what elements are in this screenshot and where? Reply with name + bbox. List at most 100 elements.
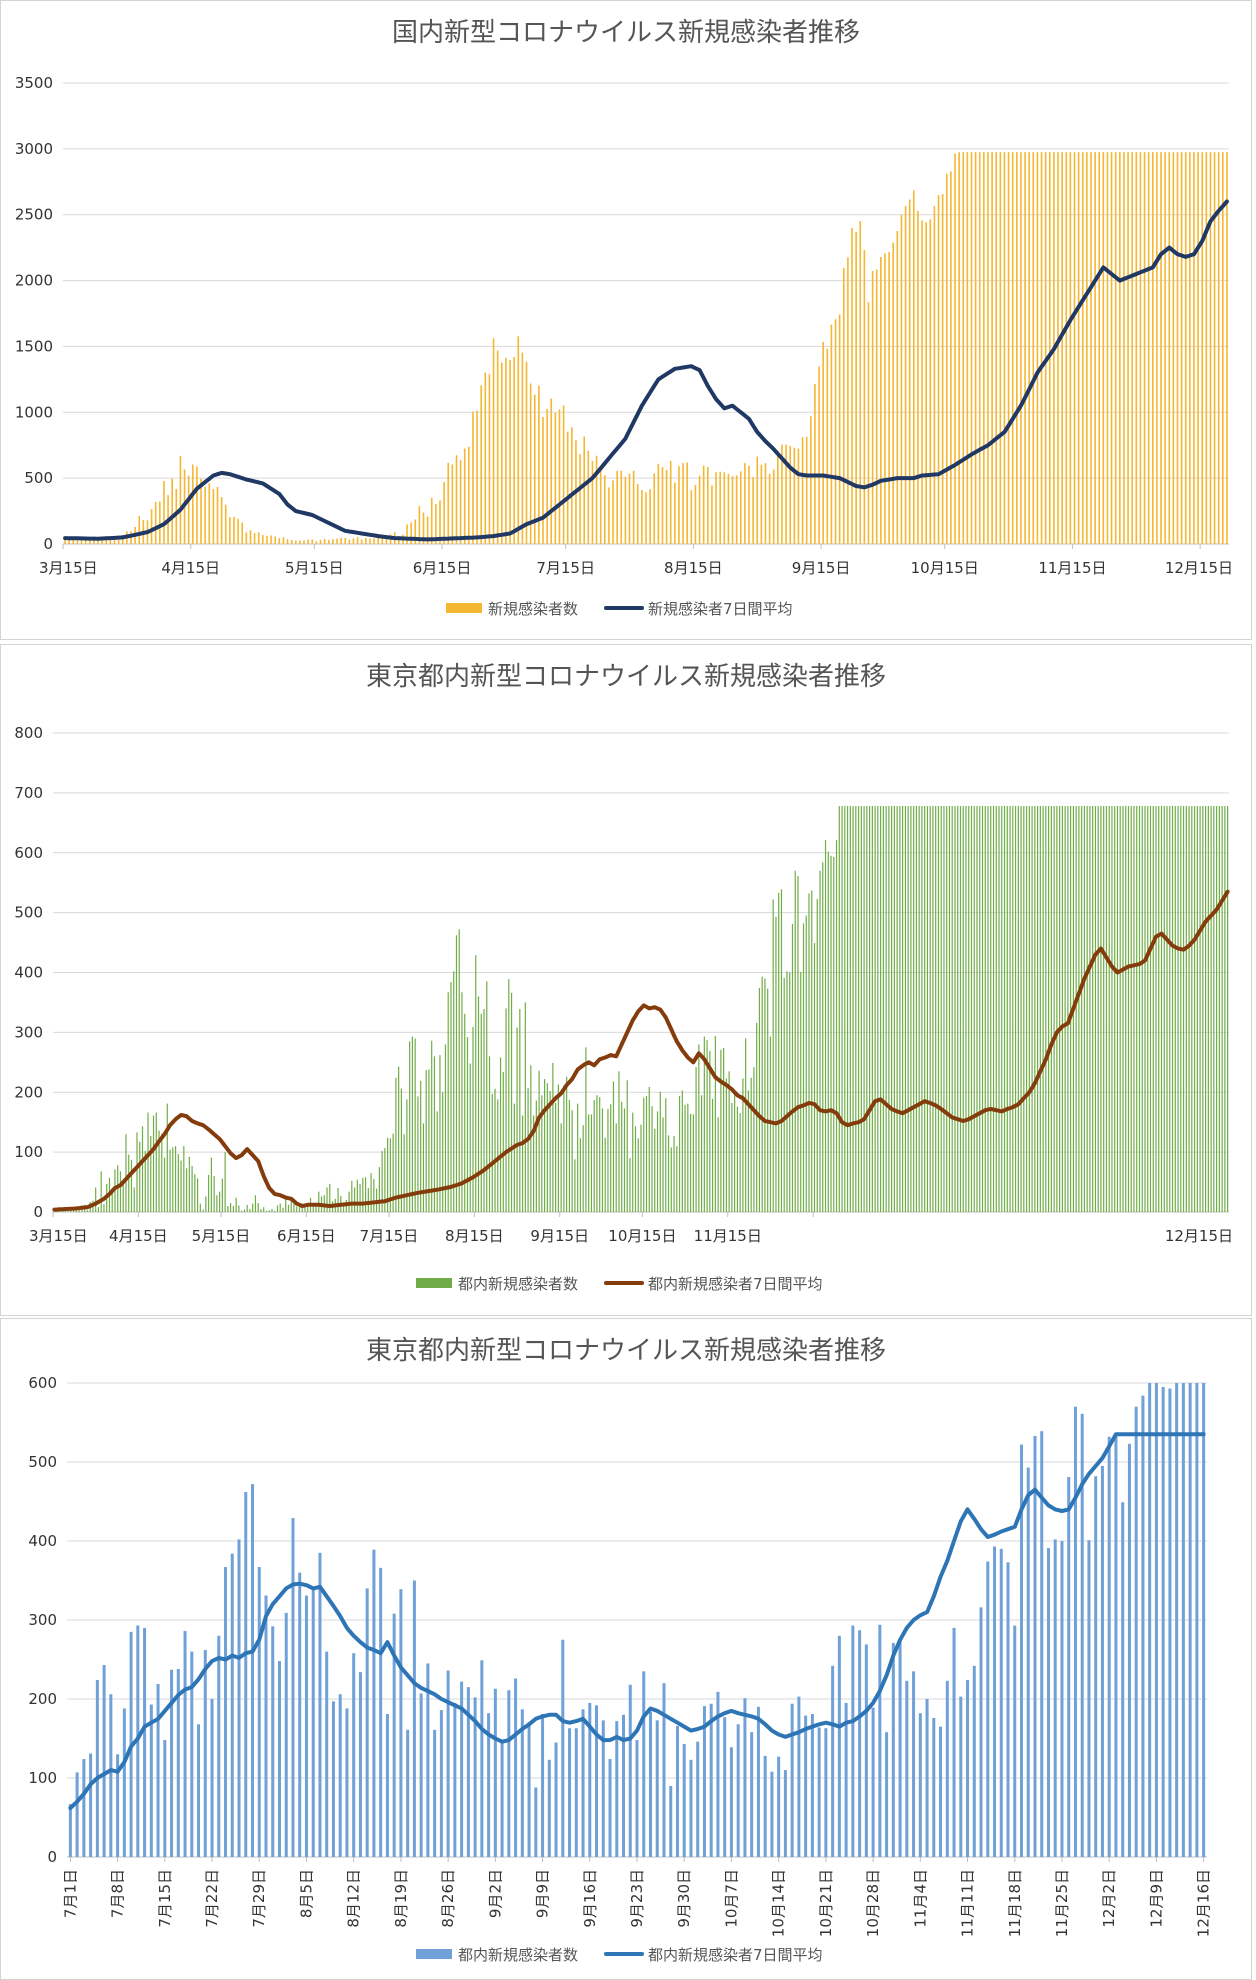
bar <box>620 470 623 544</box>
bar <box>252 1203 254 1212</box>
bar <box>187 475 190 544</box>
bar <box>138 516 141 544</box>
bar <box>723 472 726 544</box>
bar <box>781 444 783 544</box>
bar <box>801 437 804 544</box>
bar <box>546 1083 548 1212</box>
bar <box>1209 152 1212 544</box>
y-tick-label: 400 <box>14 964 43 982</box>
bar <box>508 979 510 1212</box>
bar <box>888 252 890 544</box>
bar <box>244 1492 248 1857</box>
bar <box>634 1126 637 1212</box>
bar <box>805 436 808 544</box>
bar <box>538 1070 540 1212</box>
x-tick-label: 6月15日 <box>413 559 472 577</box>
bar <box>216 486 219 544</box>
bar <box>220 497 223 544</box>
bar <box>932 806 934 1212</box>
bar <box>607 1109 609 1212</box>
bar <box>694 484 697 544</box>
x-tick-label: 11月11日 <box>959 1869 977 1937</box>
bar <box>208 483 211 544</box>
bar <box>439 1710 443 1857</box>
bar <box>1086 806 1088 1212</box>
bar <box>483 1009 485 1212</box>
bar <box>763 1755 767 1857</box>
bar <box>282 537 285 544</box>
bar <box>1053 806 1055 1212</box>
bar <box>431 1040 433 1212</box>
x-tick-label: 11月15日 <box>694 1227 762 1245</box>
bar <box>276 1205 279 1212</box>
bar <box>1174 806 1176 1212</box>
bar <box>97 1207 100 1212</box>
bar <box>834 319 837 544</box>
bar <box>170 1669 174 1857</box>
bar <box>990 806 992 1212</box>
bar <box>1073 152 1076 544</box>
bar <box>932 1717 936 1857</box>
bar <box>884 253 886 544</box>
bar <box>1227 806 1229 1212</box>
bar <box>451 464 454 544</box>
bar <box>824 840 827 1212</box>
bar <box>253 533 256 544</box>
bar <box>1056 806 1058 1212</box>
bar <box>293 1203 295 1212</box>
bar <box>1185 806 1187 1212</box>
bar <box>179 455 182 544</box>
bar <box>793 447 796 544</box>
bar <box>163 1740 167 1857</box>
bar <box>561 1639 565 1857</box>
bar <box>203 1650 207 1857</box>
bar <box>221 1178 223 1212</box>
bar <box>698 475 701 544</box>
bar <box>692 1114 694 1212</box>
bar <box>1012 806 1014 1212</box>
bar <box>772 899 774 1212</box>
bar <box>1061 152 1063 544</box>
bar <box>433 1729 437 1857</box>
bar <box>379 1567 383 1857</box>
bar <box>433 1056 436 1212</box>
x-tick-label: 10月7日 <box>722 1869 740 1928</box>
x-tick-label: 7月22日 <box>203 1869 221 1928</box>
bar <box>116 1754 120 1857</box>
bar <box>1133 806 1135 1212</box>
bar <box>571 427 573 544</box>
bar <box>555 1103 557 1212</box>
bar <box>1158 806 1160 1212</box>
bar <box>943 806 945 1212</box>
x-tick-label: 10月15日 <box>911 559 979 577</box>
bar <box>819 870 821 1212</box>
bar <box>311 539 314 544</box>
bar <box>579 1138 582 1212</box>
bar <box>995 152 998 544</box>
bar <box>999 1548 1003 1857</box>
bar <box>715 472 717 544</box>
bar <box>1177 806 1179 1212</box>
bar <box>414 519 417 544</box>
x-tick-label: 7月1日 <box>61 1869 79 1918</box>
x-tick-label: 10月21日 <box>817 1869 835 1937</box>
bar <box>487 1713 491 1857</box>
bar <box>93 538 95 544</box>
bar <box>783 1770 787 1857</box>
bar <box>1119 152 1121 544</box>
bar <box>974 152 977 544</box>
bar <box>822 341 824 544</box>
x-tick-label: 12月2日 <box>1100 1869 1118 1928</box>
bar <box>1100 806 1102 1212</box>
x-tick-label: 10月14日 <box>770 1869 788 1937</box>
bar <box>463 448 466 544</box>
bar <box>412 1580 416 1857</box>
bar <box>443 481 445 544</box>
bar <box>831 1665 835 1857</box>
bar <box>789 972 791 1212</box>
bar <box>891 1642 895 1857</box>
bar <box>117 539 120 544</box>
bar <box>480 1013 482 1212</box>
bar <box>1065 152 1068 544</box>
bar <box>125 1134 127 1212</box>
